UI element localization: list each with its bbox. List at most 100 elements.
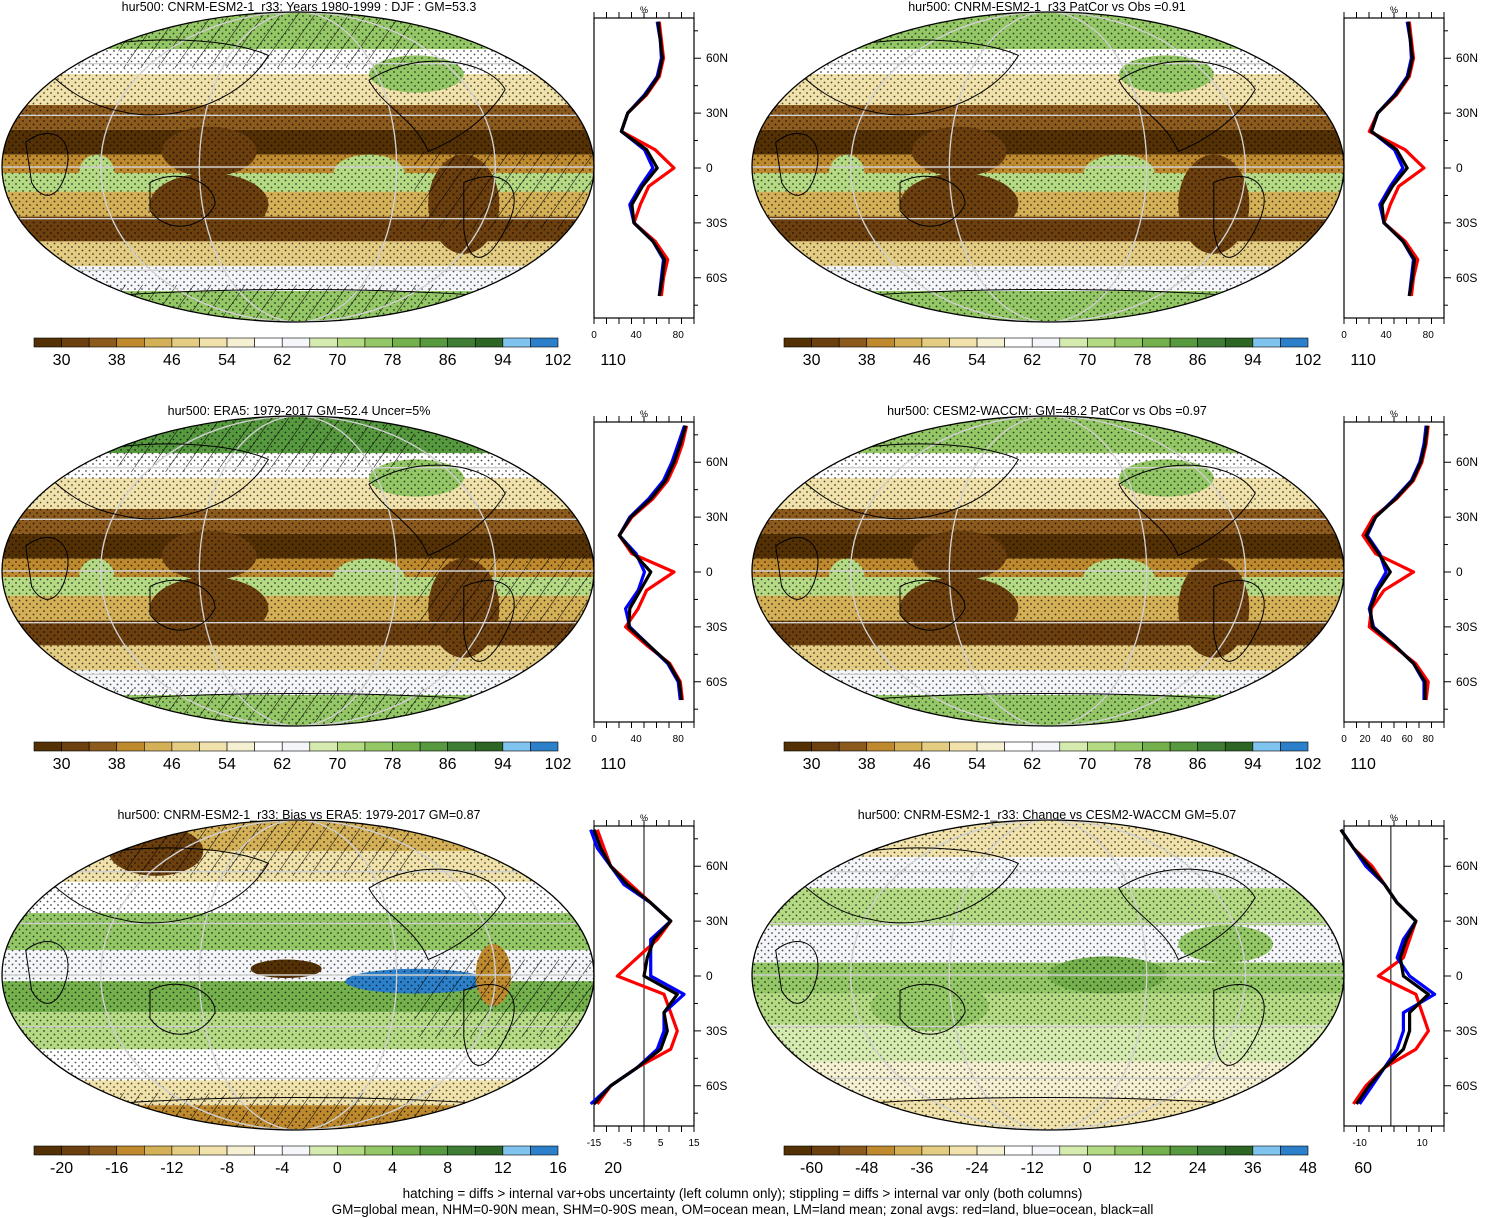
- profile-xtick-label: 40: [1381, 734, 1393, 745]
- map-5: [1, 819, 595, 1131]
- colorbar-swatch: [309, 337, 338, 348]
- profile-unit: %: [1390, 409, 1398, 419]
- colorbar-swatch: [447, 337, 476, 348]
- colorbar-swatch: [838, 741, 868, 752]
- colorbar-swatch: [1224, 741, 1254, 752]
- map-3: [1, 415, 595, 727]
- colorbar-label: 62: [273, 352, 291, 369]
- profile-line-all: [1364, 425, 1429, 700]
- profile-xtick-label: 60: [1402, 734, 1414, 745]
- colorbar-label: 110: [600, 756, 626, 773]
- colorbar-swatch: [1224, 1145, 1254, 1156]
- colorbar-swatch: [254, 741, 283, 752]
- colorbar-5: -20 -16 -12 -8 -4 0 4 8 12 16 20: [33, 1145, 622, 1177]
- profile-ytick-label: 0: [1456, 161, 1463, 175]
- colorbar-swatch: [811, 741, 840, 752]
- colorbar-label: 70: [328, 352, 346, 369]
- graticule-meridian: [100, 820, 496, 1130]
- profile-ytick-label: 60N: [706, 455, 728, 469]
- colorbar-swatch: [502, 337, 531, 348]
- colorbar-swatch: [309, 1145, 338, 1156]
- profile-ytick-label: 60S: [1456, 1079, 1477, 1093]
- colorbar-swatch: [1004, 1145, 1033, 1156]
- profile-ytick-label: 60S: [1456, 675, 1477, 689]
- colorbar-label: 86: [1189, 756, 1207, 773]
- profile-unit: %: [640, 409, 648, 419]
- profile-ytick-label: 60N: [706, 51, 728, 65]
- graticule-meridian: [850, 820, 1246, 1130]
- graticule-meridian: [100, 416, 496, 726]
- profile-xtick-label: 20: [1359, 734, 1371, 745]
- profile-xtick-label: 80: [673, 734, 685, 745]
- colorbar-swatch: [976, 1145, 1005, 1156]
- colorbar-label: 24: [1189, 1160, 1207, 1177]
- colorbar-swatch: [392, 741, 421, 752]
- graticule-meridian: [198, 416, 398, 726]
- colorbar-swatch: [921, 741, 950, 752]
- profile-unit: %: [640, 5, 648, 15]
- colorbar-label: 20: [604, 1160, 622, 1177]
- colorbar-label: 94: [1244, 352, 1262, 369]
- profile-xtick-label: -5: [623, 1138, 632, 1149]
- colorbar-swatch: [949, 337, 978, 348]
- profile-xtick-label: -10: [1352, 1138, 1367, 1149]
- colorbar-label: 46: [913, 756, 931, 773]
- colorbar-swatch: [61, 337, 90, 348]
- profile-ytick-label: 30S: [1456, 620, 1477, 634]
- coastline: [463, 579, 515, 662]
- colorbar-label: 62: [273, 756, 291, 773]
- colorbar-label: 86: [439, 352, 457, 369]
- profile-ytick-label: 30S: [706, 216, 727, 230]
- coastline: [368, 868, 506, 961]
- colorbar-label: 46: [163, 756, 181, 773]
- colorbar-label: 62: [1023, 352, 1041, 369]
- profile-xtick-label: 40: [631, 330, 643, 341]
- coastline: [25, 940, 69, 1004]
- panel-title: hur500: CNRM-ESM2-1_r33: Years 1980-1999…: [121, 0, 477, 14]
- colorbar-swatch: [392, 1145, 421, 1156]
- colorbar-swatch: [419, 741, 448, 752]
- colorbar-swatch: [199, 1145, 228, 1156]
- profile-xtick-label: 40: [631, 734, 643, 745]
- zonal-profile-2: % 0 40 80 60N 30N 0 30S 60S: [1341, 5, 1478, 341]
- colorbar-label: -16: [105, 1160, 128, 1177]
- colorbar-label: 102: [545, 756, 572, 773]
- colorbar-swatch: [61, 741, 90, 752]
- colorbar-label: 102: [1295, 352, 1322, 369]
- colorbar-label: 30: [53, 352, 71, 369]
- colorbar-swatch: [33, 1145, 62, 1156]
- colorbar-label: -36: [910, 1160, 933, 1177]
- colorbar-swatch: [419, 1145, 448, 1156]
- coastline: [899, 983, 966, 1035]
- colorbar-label: 78: [384, 352, 402, 369]
- colorbar-swatch: [811, 1145, 840, 1156]
- zonal-profile-4: % 0 20 40 60 80 60N 30N 0 30S 60S: [1341, 409, 1478, 745]
- profile-xtick-label: 80: [1423, 330, 1435, 341]
- profile-xtick-label: 80: [1423, 734, 1435, 745]
- colorbar-swatch: [1197, 337, 1226, 348]
- colorbar-label: 94: [494, 756, 512, 773]
- colorbar-swatch: [281, 1145, 311, 1156]
- profile-ytick-label: 30N: [706, 510, 728, 524]
- colorbar-swatch: [838, 1145, 868, 1156]
- coastline: [1213, 579, 1265, 662]
- colorbar-swatch: [226, 337, 255, 348]
- colorbar-swatch: [281, 337, 311, 348]
- colorbar-swatch: [474, 741, 504, 752]
- colorbar-swatch: [447, 1145, 476, 1156]
- colorbar-swatch: [949, 741, 978, 752]
- colorbar-swatch: [33, 741, 62, 752]
- colorbar-3: 30 38 46 54 62 70 78 86 94 102 110: [33, 741, 626, 773]
- colorbar-label: -20: [50, 1160, 73, 1177]
- coastline: [775, 940, 819, 1004]
- colorbar-swatch: [783, 337, 812, 348]
- colorbar-label: 70: [1078, 352, 1096, 369]
- colorbar-swatch: [226, 1145, 255, 1156]
- coastline: [1213, 175, 1265, 258]
- colorbar-label: 78: [1134, 756, 1152, 773]
- profile-ytick-label: 30S: [706, 620, 727, 634]
- colorbar-swatch: [171, 741, 200, 752]
- profile-xtick-label: 40: [1381, 330, 1393, 341]
- profile-xtick-label: 0: [1341, 330, 1347, 341]
